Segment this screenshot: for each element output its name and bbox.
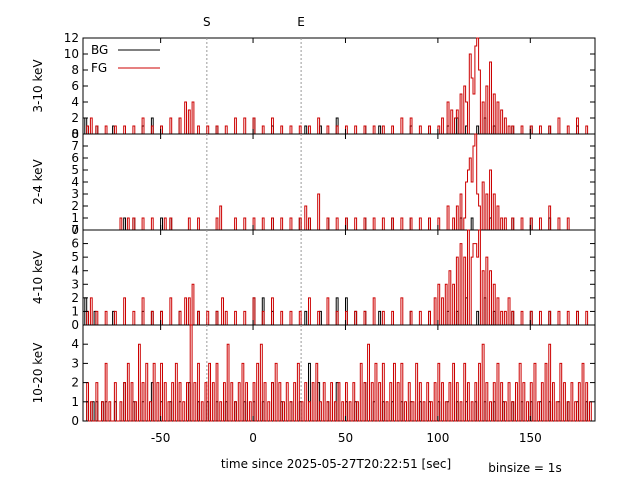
bg-series-line — [83, 117, 595, 135]
panel-frame — [82, 229, 596, 326]
y-tick-label: 4 — [71, 337, 79, 351]
y-tick-label: 0 — [71, 414, 79, 428]
y-tick-label: 5 — [71, 250, 79, 264]
y-tick-label: 1 — [71, 304, 79, 318]
y-tick-label: 3 — [71, 277, 79, 291]
y-tick-label: 7 — [71, 139, 79, 153]
binsize-annotation: binsize = 1s — [488, 461, 561, 475]
legend-label-fg: FG — [91, 61, 107, 75]
x-tick-label: 100 — [426, 431, 449, 445]
x-axis: -50 0 50 100 150 — [151, 431, 542, 445]
y-tick-label: 10 — [64, 47, 79, 61]
marker-label-S: S — [203, 15, 211, 29]
y-tick-label: 6 — [71, 237, 79, 251]
bg-series-line — [83, 297, 595, 326]
panel-4: 0 1 2 3 4 10-20 keV — [31, 324, 596, 428]
y-tick-label: 5 — [71, 163, 79, 177]
y-tick-label: 7 — [71, 223, 79, 237]
y-tick-label: 4 — [71, 175, 79, 189]
y-tick-label: 3 — [71, 356, 79, 370]
bg-series-line — [83, 362, 595, 422]
y-tick-label: 3 — [71, 187, 79, 201]
fg-series-line — [83, 133, 595, 231]
y-tick-label: 4 — [71, 264, 79, 278]
bg-series-line — [83, 217, 595, 231]
y-axis-label: 2-4 keV — [31, 158, 45, 204]
panel-frame — [82, 37, 596, 135]
y-tick-label: 1 — [71, 211, 79, 225]
y-tick-label: 2 — [71, 376, 79, 390]
y-tick-label: 6 — [71, 151, 79, 165]
y-tick-label: 8 — [71, 127, 79, 141]
fg-series-line — [83, 324, 595, 422]
y-tick-label: 2 — [71, 199, 79, 213]
y-tick-label: 0 — [71, 318, 79, 332]
y-tick-label: 8 — [71, 63, 79, 77]
marker-label-E: E — [297, 15, 305, 29]
y-axis-label: 4-10 keV — [31, 250, 45, 304]
panel-frame — [82, 324, 596, 422]
y-tick-label: 6 — [71, 79, 79, 93]
x-axis-label: time since 2025-05-27T20:22:51 [sec] — [221, 457, 451, 471]
y-tick-label: 2 — [71, 111, 79, 125]
y-tick-label: 0 — [71, 223, 79, 237]
y-tick-label: 12 — [64, 31, 79, 45]
panel-frame — [82, 133, 596, 231]
x-tick-label: 0 — [249, 431, 257, 445]
x-tick-label: 150 — [519, 431, 542, 445]
fg-series-line — [83, 229, 595, 326]
y-axis-label: 3-10 keV — [31, 59, 45, 113]
y-tick-label: 0 — [71, 127, 79, 141]
y-tick-label: 1 — [71, 395, 79, 409]
legend-label-bg: BG — [91, 43, 108, 57]
y-axis-label: 10-20 keV — [31, 342, 45, 404]
y-tick-label: 4 — [71, 95, 79, 109]
legend: BG FG — [91, 43, 160, 75]
x-tick-label: -50 — [151, 431, 171, 445]
panel-1: 0 2 4 6 8 10 12 3-10 keV BG FG — [31, 31, 596, 141]
x-tick-label: 50 — [338, 431, 353, 445]
fg-series-line — [83, 37, 595, 135]
y-tick-label: 2 — [71, 291, 79, 305]
